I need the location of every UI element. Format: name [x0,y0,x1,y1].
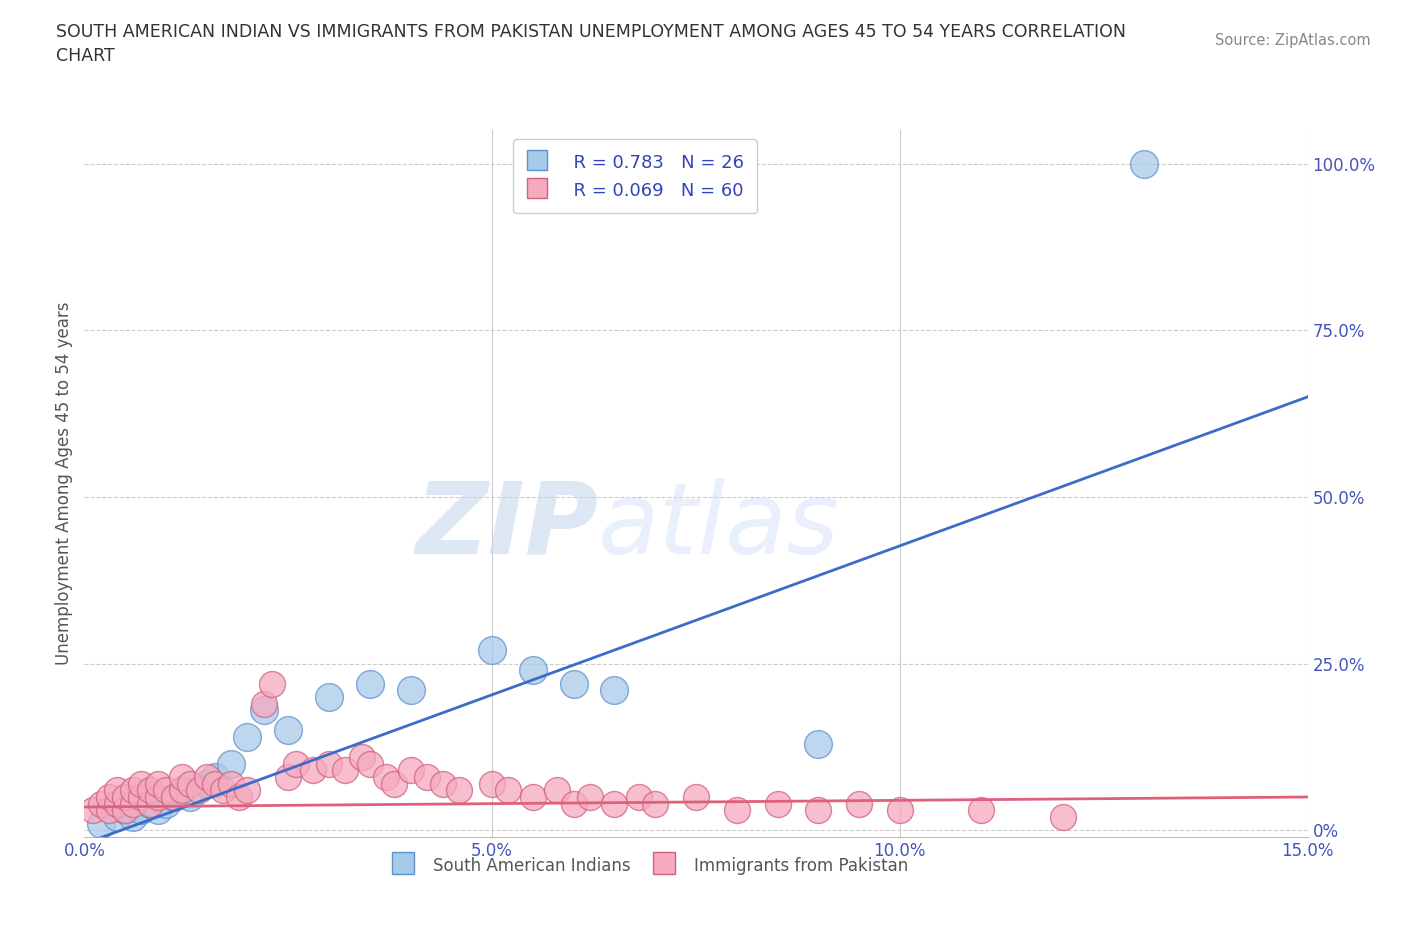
Y-axis label: Unemployment Among Ages 45 to 54 years: Unemployment Among Ages 45 to 54 years [55,302,73,665]
Point [138,796,160,811]
Point [399,763,422,777]
Point [138,783,160,798]
Point [122,809,145,824]
Point [382,777,405,791]
Point [105,783,128,798]
Point [172,769,194,784]
Point [481,777,503,791]
Point [163,790,186,804]
Point [219,756,242,771]
Point [766,796,789,811]
Text: Source: ZipAtlas.com: Source: ZipAtlas.com [1215,33,1371,47]
Text: ZIP: ZIP [415,477,598,575]
Point [228,790,250,804]
Text: atlas: atlas [598,477,839,575]
Point [685,790,707,804]
Point [359,756,381,771]
Point [807,737,830,751]
Point [318,756,340,771]
Point [204,769,226,784]
Point [179,790,201,804]
Point [1052,809,1074,824]
Point [82,803,104,817]
Point [603,683,626,698]
Point [114,803,136,817]
Point [155,783,177,798]
Point [318,689,340,704]
Point [195,769,218,784]
Point [848,796,870,811]
Point [644,796,666,811]
Point [131,803,153,817]
Point [155,796,177,811]
Text: SOUTH AMERICAN INDIAN VS IMMIGRANTS FROM PAKISTAN UNEMPLOYMENT AMONG AGES 45 TO : SOUTH AMERICAN INDIAN VS IMMIGRANTS FROM… [56,23,1126,65]
Point [627,790,650,804]
Point [97,803,120,817]
Point [138,796,160,811]
Point [449,783,471,798]
Point [725,803,748,817]
Point [359,676,381,691]
Point [195,777,218,791]
Point [807,803,830,817]
Point [131,777,153,791]
Point [219,777,242,791]
Point [562,676,585,691]
Point [277,723,299,737]
Point [204,777,226,791]
Point [122,783,145,798]
Point [114,790,136,804]
Point [146,803,169,817]
Point [481,643,503,658]
Point [432,777,454,791]
Point [260,676,283,691]
Point [187,783,209,798]
Point [105,809,128,824]
Point [335,763,357,777]
Point [146,777,169,791]
Point [114,803,136,817]
Point [146,790,169,804]
Legend: South American Indians, Immigrants from Pakistan: South American Indians, Immigrants from … [380,849,915,882]
Point [253,703,276,718]
Point [579,790,602,804]
Point [285,756,308,771]
Point [375,769,398,784]
Point [97,790,120,804]
Point [253,697,276,711]
Point [546,783,568,798]
Point [970,803,993,817]
Point [1133,156,1156,171]
Point [90,817,112,831]
Point [889,803,911,817]
Point [416,769,439,784]
Point [236,783,259,798]
Point [131,790,153,804]
Point [172,783,194,798]
Point [522,790,544,804]
Point [105,796,128,811]
Point [122,796,145,811]
Point [277,769,299,784]
Point [603,796,626,811]
Point [301,763,323,777]
Point [179,777,201,791]
Point [172,783,194,798]
Point [399,683,422,698]
Point [562,796,585,811]
Point [350,750,373,764]
Point [236,729,259,744]
Point [90,796,112,811]
Point [498,783,520,798]
Point [212,783,235,798]
Point [522,663,544,678]
Point [163,790,186,804]
